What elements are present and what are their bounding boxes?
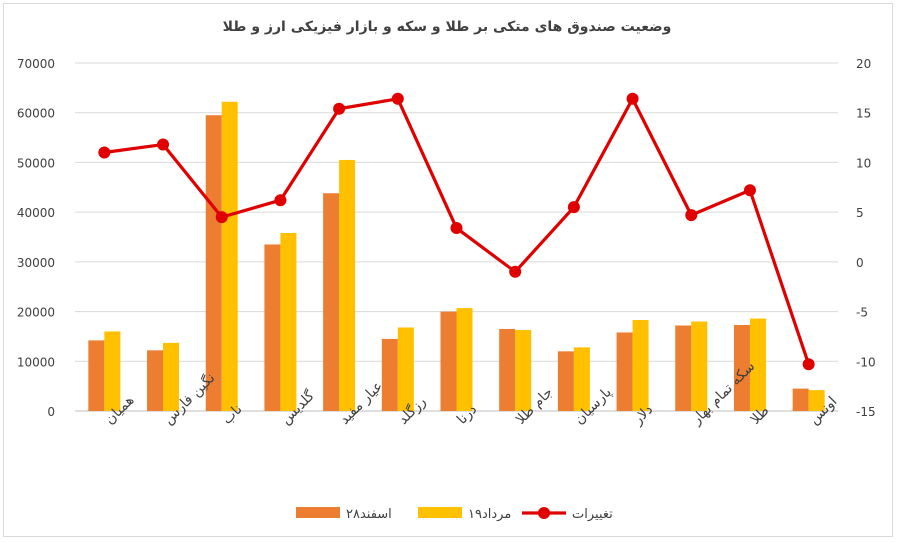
- bar-mordad: [632, 320, 649, 411]
- left-tick-label: 40000: [17, 206, 55, 220]
- left-tick-label: 10000: [17, 355, 55, 369]
- bar-esfand: [323, 193, 340, 411]
- bar-mordad: [515, 329, 532, 411]
- bar-esfand: [675, 325, 692, 411]
- bar-esfand: [147, 350, 164, 411]
- bar-mordad: [749, 318, 766, 411]
- legend-swatch: [418, 507, 462, 518]
- left-tick-label: 30000: [17, 256, 55, 270]
- right-tick-label: -10: [856, 355, 876, 369]
- bar-esfand: [792, 388, 809, 411]
- legend-marker: [538, 507, 550, 519]
- change-marker: [333, 102, 346, 115]
- bar-mordad: [397, 327, 414, 411]
- bar-esfand: [264, 244, 281, 411]
- bar-esfand: [440, 311, 457, 411]
- change-line-group: [98, 92, 815, 371]
- right-tick-label: -15: [856, 405, 876, 419]
- bar-esfand: [205, 115, 222, 411]
- change-marker: [567, 201, 580, 214]
- change-marker: [743, 184, 756, 197]
- right-tick-label: 5: [856, 206, 864, 220]
- bar-mordad: [221, 101, 238, 411]
- bar-mordad: [456, 308, 473, 411]
- bar-esfand: [616, 332, 633, 411]
- bar-mordad: [808, 390, 825, 411]
- change-marker: [98, 146, 111, 159]
- bar-esfand: [381, 338, 398, 411]
- bar-mordad: [339, 159, 356, 411]
- right-axis-ticks: -15 -10 -5 0 5 10 15 20: [856, 57, 876, 419]
- left-tick-label: 60000: [17, 107, 55, 121]
- legend-label: ۱۹مرداد: [468, 507, 511, 522]
- change-marker: [274, 194, 287, 207]
- bar-group: [88, 101, 825, 411]
- bar-esfand: [557, 351, 574, 411]
- right-tick-label: 0: [856, 256, 864, 270]
- change-marker: [626, 92, 639, 105]
- left-tick-label: 50000: [17, 156, 55, 170]
- change-marker: [157, 138, 170, 151]
- left-tick-label: 0: [47, 405, 55, 419]
- bar-esfand: [88, 340, 105, 411]
- chart-title: وضعیت صندوق های متکی بر طلا و سکه و بازا…: [223, 19, 672, 35]
- gridlines: [75, 62, 838, 412]
- legend-label: تغییرات: [572, 507, 613, 522]
- change-marker: [450, 222, 463, 235]
- legend-swatch: [296, 507, 340, 518]
- change-marker: [215, 211, 228, 224]
- change-marker: [391, 92, 404, 105]
- bar-esfand: [499, 328, 516, 411]
- change-marker: [685, 209, 698, 222]
- bar-esfand: [733, 324, 750, 411]
- left-tick-label: 70000: [17, 57, 55, 71]
- bar-mordad: [163, 342, 180, 411]
- bar-mordad: [280, 233, 297, 411]
- bar-mordad: [104, 331, 121, 411]
- bar-mordad: [691, 321, 708, 411]
- right-tick-label: -5: [856, 306, 868, 320]
- bar-mordad: [573, 347, 590, 411]
- change-marker: [509, 265, 522, 278]
- left-axis-ticks: 0 10000 20000 30000 40000 50000 60000 70000: [17, 57, 55, 419]
- chart-frame: [3, 3, 893, 537]
- right-tick-label: 20: [856, 57, 871, 71]
- legend-label: ۲۸اسفند: [346, 507, 392, 522]
- right-tick-label: 10: [856, 156, 871, 170]
- legend: ۲۸اسفند ۱۹مرداد تغییرات: [296, 507, 613, 522]
- left-tick-label: 20000: [17, 306, 55, 320]
- right-tick-label: 15: [856, 107, 871, 121]
- change-marker: [802, 358, 815, 371]
